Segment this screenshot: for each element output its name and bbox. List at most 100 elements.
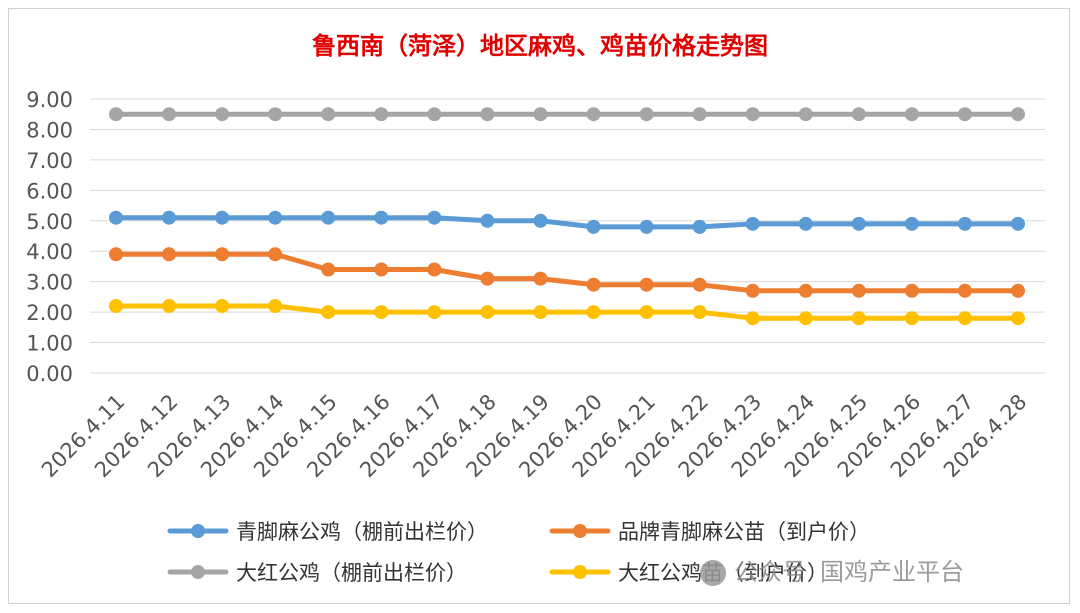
legend-swatch-marker xyxy=(573,565,587,579)
data-point xyxy=(586,219,601,234)
data-point xyxy=(745,216,760,231)
y-tick-label: 1.00 xyxy=(26,332,73,356)
data-point xyxy=(480,271,495,286)
y-tick-label: 3.00 xyxy=(26,271,73,295)
data-point xyxy=(1011,216,1025,231)
legend-swatch-marker xyxy=(191,565,205,579)
data-point xyxy=(162,247,177,262)
data-point xyxy=(268,247,283,262)
data-point xyxy=(904,283,919,298)
data-point xyxy=(745,283,760,298)
data-point xyxy=(586,107,601,122)
y-tick-label: 6.00 xyxy=(26,179,73,203)
data-point xyxy=(374,305,389,320)
data-point xyxy=(1011,283,1025,298)
data-point xyxy=(374,107,389,122)
series-line-0 xyxy=(113,215,1021,230)
data-point xyxy=(798,216,813,231)
watermark-left: 公众号 xyxy=(734,558,806,586)
data-point xyxy=(586,305,601,320)
data-point xyxy=(639,107,654,122)
data-point xyxy=(480,107,495,122)
data-point xyxy=(215,299,230,314)
data-point xyxy=(586,277,601,292)
data-point xyxy=(1011,107,1025,122)
data-point xyxy=(427,210,442,225)
chart-title: 鲁西南（菏泽）地区麻鸡、鸡苗价格走势图 xyxy=(312,31,768,60)
legend-label: 大红公鸡（棚前出栏价） xyxy=(236,561,467,585)
data-point xyxy=(162,107,177,122)
legend-label: 品牌青脚麻公苗（到户价） xyxy=(618,520,870,544)
data-point xyxy=(215,107,230,122)
data-point xyxy=(904,216,919,231)
data-point xyxy=(109,107,123,122)
data-point xyxy=(851,216,866,231)
data-point xyxy=(851,311,866,326)
data-point xyxy=(109,210,123,225)
y-tick-label: 4.00 xyxy=(26,240,73,264)
data-point xyxy=(745,107,760,122)
data-point xyxy=(321,262,336,277)
y-tick-label: 8.00 xyxy=(26,118,73,142)
series-lines xyxy=(109,107,1025,326)
gridlines xyxy=(90,98,1045,374)
data-point xyxy=(957,311,972,326)
data-point xyxy=(374,210,389,225)
watermark: 公众号 国鸡产业平台 xyxy=(700,552,964,587)
data-point xyxy=(109,247,123,262)
legend-label: 青脚麻公鸡（棚前出栏价） xyxy=(236,520,488,544)
data-point xyxy=(427,262,442,277)
data-point xyxy=(374,262,389,277)
data-point xyxy=(957,107,972,122)
data-point xyxy=(533,213,548,228)
data-point xyxy=(427,107,442,122)
data-point xyxy=(957,283,972,298)
data-point xyxy=(798,311,813,326)
data-point xyxy=(533,305,548,320)
data-point xyxy=(162,299,177,314)
data-point xyxy=(639,277,654,292)
legend-swatch-marker xyxy=(191,524,205,538)
x-axis: 2026.4.112026.4.122026.4.132026.4.142026… xyxy=(37,390,1032,483)
y-axis: 0.00 1.00 2.00 3.00 4.00 5.00 6.00 7.00 8.00 9.00 xyxy=(26,88,73,386)
data-point xyxy=(851,107,866,122)
data-point xyxy=(692,277,707,292)
data-point xyxy=(692,219,707,234)
series-line-3 xyxy=(113,303,1021,321)
series-line-1 xyxy=(113,251,1021,294)
data-point xyxy=(851,283,866,298)
data-point xyxy=(215,247,230,262)
y-tick-label: 0.00 xyxy=(26,362,73,386)
data-point xyxy=(1011,311,1025,326)
data-point xyxy=(745,311,760,326)
data-point xyxy=(957,216,972,231)
data-point xyxy=(268,299,283,314)
data-point xyxy=(427,305,442,320)
data-point xyxy=(215,210,230,225)
legend-swatch-marker xyxy=(573,524,587,538)
y-tick-label: 5.00 xyxy=(26,210,73,234)
data-point xyxy=(162,210,177,225)
data-point xyxy=(480,213,495,228)
y-tick-label: 7.00 xyxy=(26,149,73,173)
chart-border xyxy=(8,8,1070,604)
wechat-icon xyxy=(700,560,726,586)
data-point xyxy=(692,305,707,320)
data-point xyxy=(268,107,283,122)
data-point xyxy=(109,299,123,314)
data-point xyxy=(904,311,919,326)
data-point xyxy=(639,305,654,320)
data-point xyxy=(268,210,283,225)
data-point xyxy=(321,107,336,122)
data-point xyxy=(321,210,336,225)
data-point xyxy=(533,107,548,122)
data-point xyxy=(798,107,813,122)
data-point xyxy=(321,305,336,320)
watermark-right: 国鸡产业平台 xyxy=(820,558,964,586)
y-tick-label: 2.00 xyxy=(26,301,73,325)
y-tick-label: 9.00 xyxy=(26,88,73,112)
data-point xyxy=(904,107,919,122)
data-point xyxy=(533,271,548,286)
